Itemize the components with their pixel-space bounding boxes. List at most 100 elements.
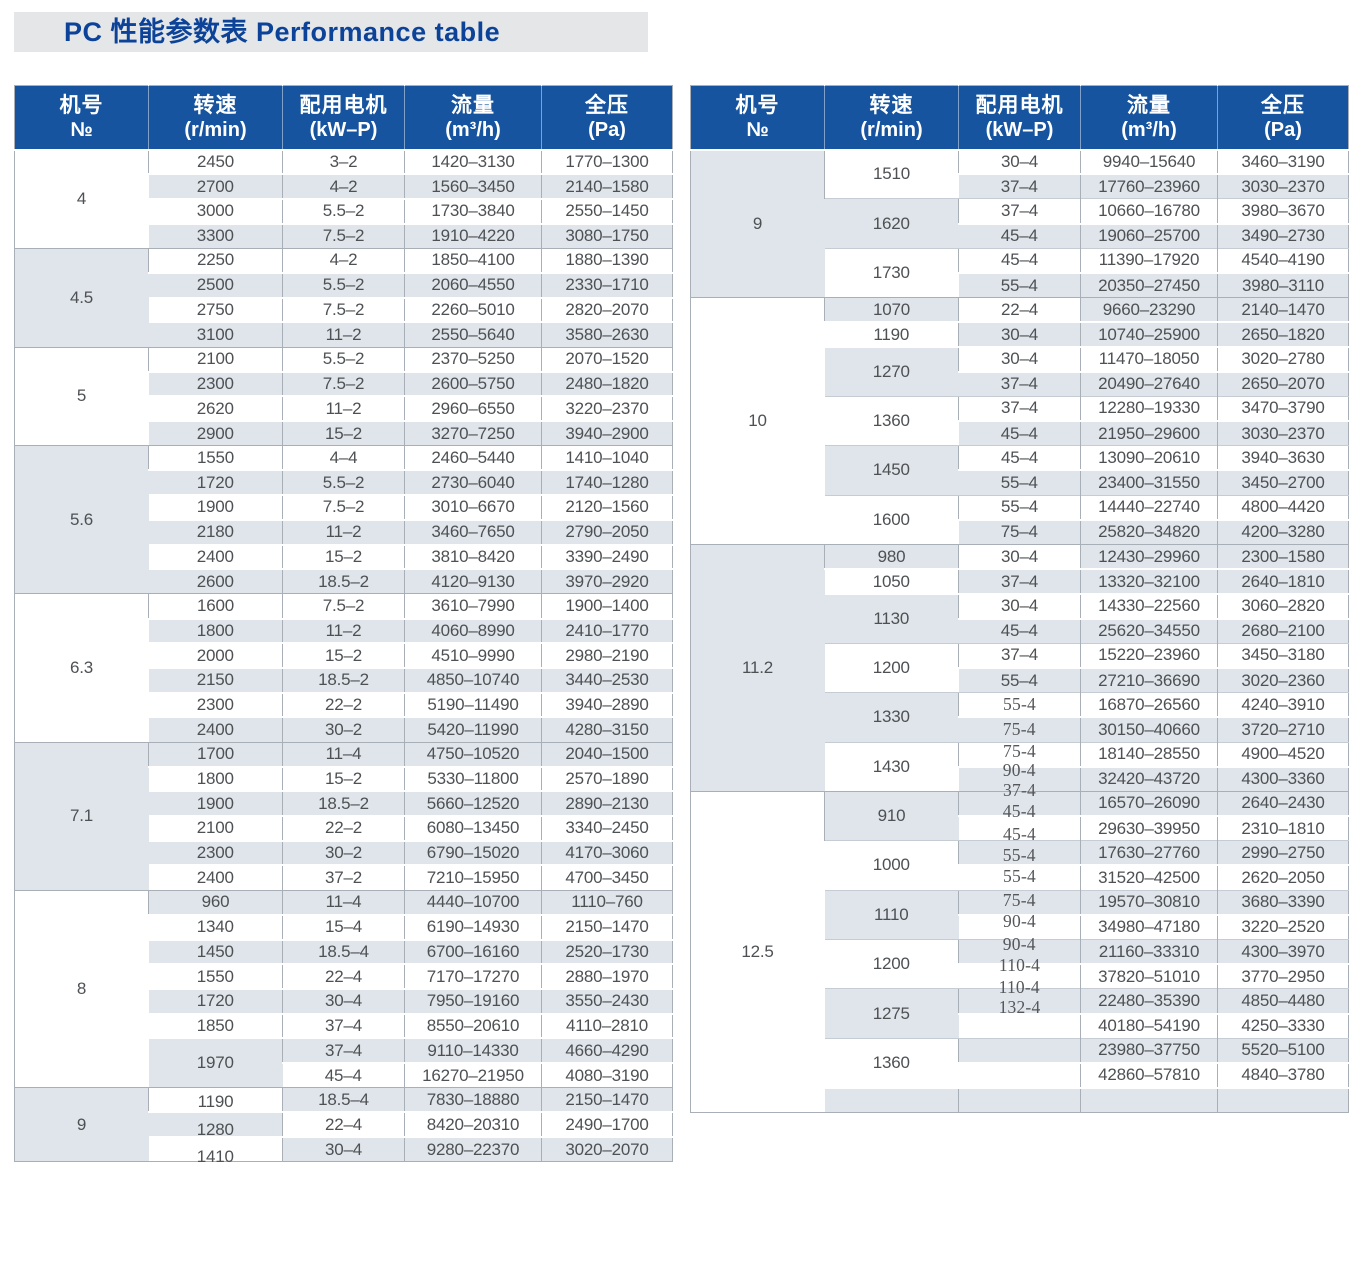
table-row: 55–4 20350–27450 3980–3110 bbox=[691, 271, 1349, 298]
cell-value: 2120–1560 bbox=[565, 497, 649, 517]
cell-flow: 3610–7990 bbox=[404, 593, 542, 619]
cell-pressure: 2330–1710 bbox=[541, 271, 673, 298]
cell-value: 1720 bbox=[196, 472, 234, 492]
cell-value: 5330–11800 bbox=[427, 769, 519, 789]
cell-value: 7210–15950 bbox=[426, 868, 520, 888]
cell-flow: 20350–27450 bbox=[1080, 271, 1218, 298]
cell-machine-no: 5.6 bbox=[14, 445, 149, 594]
table-row: 5.6 1550 4–4 2460–5440 1410–1040 bbox=[14, 445, 673, 594]
table-row: 1410 30–4 9280–22370 3020–2070 bbox=[15, 1136, 673, 1165]
table-row: 4 2450 3–2 1420–3130 1770–1300 bbox=[14, 149, 673, 249]
column-header-line1: 全压 bbox=[1261, 93, 1305, 117]
table-row: 1110 55-4 19570–30810 3680–3390 bbox=[691, 868, 1349, 940]
cell-flow: 32420–43720 bbox=[1080, 765, 1218, 792]
cell-value: 18.5–4 bbox=[318, 941, 369, 961]
cell-flow: 4510–9990 bbox=[404, 642, 542, 668]
cell-value: 22–4 bbox=[324, 1114, 363, 1134]
cell-pressure: 2480–1820 bbox=[541, 370, 673, 397]
column-header-3: 流量 (m³/h) bbox=[404, 85, 542, 151]
cell-value: 2100 bbox=[196, 818, 234, 838]
cell-value: 4840–3780 bbox=[1241, 1065, 1325, 1085]
cell-value: 2180 bbox=[196, 522, 234, 542]
cell-value: 1800 bbox=[196, 769, 234, 789]
cell-motor: 30–4 bbox=[958, 592, 1081, 619]
cell-value: 5.5–2 bbox=[322, 201, 365, 221]
cell-value: 2890–2130 bbox=[565, 793, 649, 813]
table-row: 1720 30–4 7950–19160 3550–2430 bbox=[15, 987, 673, 1014]
cell-motor: 11–2 bbox=[282, 518, 405, 545]
cell-value: 1880–1390 bbox=[565, 250, 649, 270]
cell-pressure: 5520–5100 bbox=[1217, 1037, 1349, 1063]
table-row: 45-4 29630–39950 2310–1810 bbox=[691, 802, 1349, 841]
cell-pressure: 2310–1810 bbox=[1217, 815, 1349, 841]
cell-value: 45-4 bbox=[1003, 823, 1036, 844]
table-row: 1000 45-4 17630–27760 2990–2750 bbox=[691, 825, 1349, 891]
cell-motor: 11–2 bbox=[282, 617, 405, 644]
cell-value: 3470–3790 bbox=[1241, 398, 1325, 418]
cell-motor: 45-4 bbox=[958, 802, 1081, 841]
cell-value: 32420–43720 bbox=[1098, 769, 1200, 789]
cell-motor: 37–2 bbox=[282, 864, 405, 891]
cell-speed: 1970 bbox=[148, 1037, 283, 1088]
cell-value: 7170–17270 bbox=[426, 966, 520, 986]
cell-pressure: 3220–2370 bbox=[541, 395, 673, 422]
cell-value: 4440–10700 bbox=[426, 892, 520, 912]
cell-value: 4300–3360 bbox=[1241, 769, 1325, 789]
cell-value: 15–2 bbox=[324, 645, 363, 665]
table-row: 8 960 11–4 4440–10700 1110–760 bbox=[14, 889, 673, 1088]
cell-pressure: 2890–2130 bbox=[541, 790, 673, 817]
cell-value: 25820–34820 bbox=[1098, 522, 1200, 542]
cell-value: 5.5–2 bbox=[322, 275, 365, 295]
cell-motor: 55-4 bbox=[958, 868, 1081, 915]
cell-value: 20490–27640 bbox=[1098, 374, 1200, 394]
cell-motor: 3–2 bbox=[282, 149, 405, 175]
cell-flow: 17630–27760 bbox=[1080, 840, 1218, 866]
cell-pressure: 3060–2820 bbox=[1217, 592, 1349, 619]
cell-value: 1910–4220 bbox=[431, 226, 515, 246]
cell-flow: 40180–54190 bbox=[1080, 1012, 1218, 1039]
column-header-line2: (Pa) bbox=[588, 118, 626, 141]
cell-value: 4510–9990 bbox=[431, 645, 515, 665]
cell-pressure: 3720–2710 bbox=[1217, 716, 1349, 742]
cell-value: 3450–3180 bbox=[1241, 645, 1325, 665]
table-row: 4.5 2250 4–2 1850–4100 1880–1390 bbox=[14, 247, 673, 347]
cell-motor: 75–4 bbox=[958, 518, 1081, 545]
table-row: 1270 30–4 11470–18050 3020–2780 bbox=[691, 345, 1349, 397]
cell-value: 2980–2190 bbox=[565, 645, 649, 665]
cell-value: 16870–26560 bbox=[1098, 694, 1200, 714]
cell-pressure: 3440–2530 bbox=[541, 666, 673, 693]
table-row: 5 2100 5.5–2 2370–5250 2070–1520 bbox=[14, 346, 673, 446]
table-row: 1600 55–4 14440–22740 4800–4420 bbox=[691, 494, 1349, 545]
cell-value: 30–4 bbox=[1000, 324, 1039, 344]
cell-pressure: 2820–2070 bbox=[541, 296, 673, 323]
cell-value: 1740–1280 bbox=[565, 472, 649, 492]
cell-value: 2640–2430 bbox=[1241, 793, 1325, 813]
table-row: 7.1 1700 11–4 4750–10520 2040–1500 bbox=[14, 741, 673, 891]
cell-value: 2400 bbox=[196, 546, 234, 566]
cell-value: 1330 bbox=[872, 707, 910, 727]
cell-value: 22–4 bbox=[1000, 299, 1039, 319]
cell-flow: 37820–51010 bbox=[1080, 963, 1218, 989]
cell-value: 13090–20610 bbox=[1098, 447, 1200, 467]
cell-value: 1550 bbox=[196, 966, 234, 986]
column-header-1: 转速 (r/min) bbox=[824, 85, 959, 151]
cell-value: 30–4 bbox=[324, 991, 363, 1011]
cell-value: 3980–3110 bbox=[1241, 275, 1325, 295]
column-header-4: 全压 (Pa) bbox=[541, 85, 673, 151]
cell-speed: 2750 bbox=[148, 296, 283, 323]
table-row: 2700 4–2 1560–3450 2140–1580 bbox=[15, 173, 673, 199]
cell-pressure: 4660–4290 bbox=[541, 1037, 673, 1063]
table-row: 45–4 16270–21950 4080–3190 bbox=[15, 1061, 673, 1088]
table-row: 2300 7.5–2 2600–5750 2480–1820 bbox=[15, 370, 673, 397]
cell-value: 40180–54190 bbox=[1098, 1016, 1200, 1036]
cell-value: 37-4 bbox=[1003, 780, 1036, 801]
cell-value: 2550–1450 bbox=[565, 201, 649, 221]
cell-value: 2460–5440 bbox=[431, 447, 515, 467]
cell-value: 2070–1520 bbox=[565, 349, 649, 369]
cell-speed: 1720 bbox=[148, 987, 283, 1014]
cell-speed: 3100 bbox=[148, 321, 283, 347]
cell-value: 45–4 bbox=[324, 1065, 362, 1085]
cell-pressure: 2040–1500 bbox=[541, 741, 673, 767]
cell-pressure bbox=[1217, 1086, 1349, 1113]
cell-value: 3940–3630 bbox=[1241, 447, 1325, 467]
